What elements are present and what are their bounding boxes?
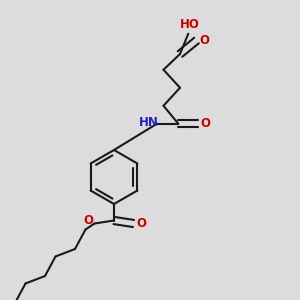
Text: HO: HO (180, 18, 200, 31)
Text: HN: HN (139, 116, 158, 129)
Text: O: O (199, 34, 209, 47)
Text: O: O (136, 217, 146, 230)
Text: O: O (83, 214, 94, 227)
Text: O: O (201, 117, 211, 130)
